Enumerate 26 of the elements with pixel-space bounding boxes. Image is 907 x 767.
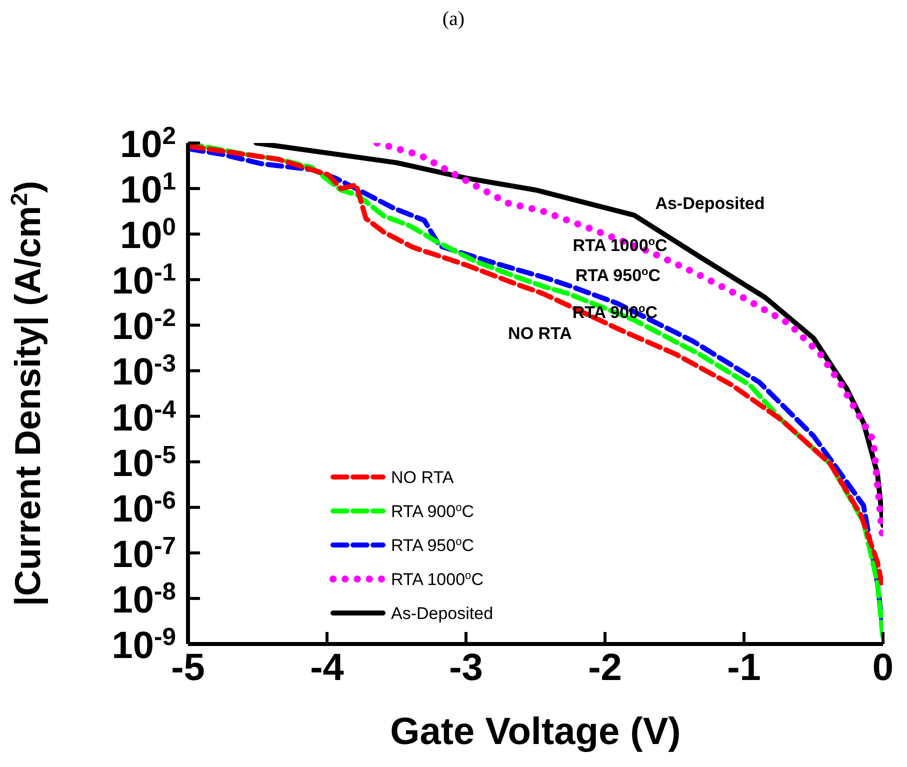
chart-title: (a)	[441, 8, 466, 31]
y-tick-label: 10$^{-4}$	[112, 396, 176, 440]
legend-label: NO RTA	[391, 468, 454, 487]
legend-label: RTA 900$^{o}$C	[391, 502, 474, 521]
y-tick-label: 10$^{-2}$	[112, 304, 176, 348]
x-tick-label: -4	[310, 647, 344, 689]
x-tick-label: -3	[449, 647, 483, 689]
legend-label: RTA 1000$^{o}$C	[391, 570, 484, 589]
y-tick-label: 10$^{0}$	[120, 214, 176, 258]
x-tick-label: 0	[872, 647, 894, 689]
x-tick-label: -2	[588, 647, 622, 689]
legend-label: As-Deposited	[391, 604, 494, 623]
x-axis-title: Gate Voltage (V)	[390, 711, 681, 753]
y-tick-label: 10$^{-6}$	[112, 486, 176, 530]
y-tick-label: 10$^{-8}$	[112, 578, 176, 622]
y-tick-label: 10$^{1}$	[120, 168, 176, 212]
annotation: As-Deposited	[655, 194, 765, 213]
y-tick-label: 10$^{-1}$	[112, 259, 176, 303]
legend-label: RTA 950$^{o}$C	[391, 536, 474, 555]
x-tick-label: -1	[727, 647, 761, 689]
y-tick-label: 10$^{-3}$	[112, 350, 176, 394]
annotation: NO RTA	[508, 324, 572, 343]
annotation: RTA 950$^{o}$C	[575, 266, 661, 285]
y-tick-label: 10$^{2}$	[120, 122, 176, 166]
y-tick-label: 10$^{-7}$	[112, 532, 176, 576]
y-tick-label: 10$^{-5}$	[112, 441, 176, 485]
